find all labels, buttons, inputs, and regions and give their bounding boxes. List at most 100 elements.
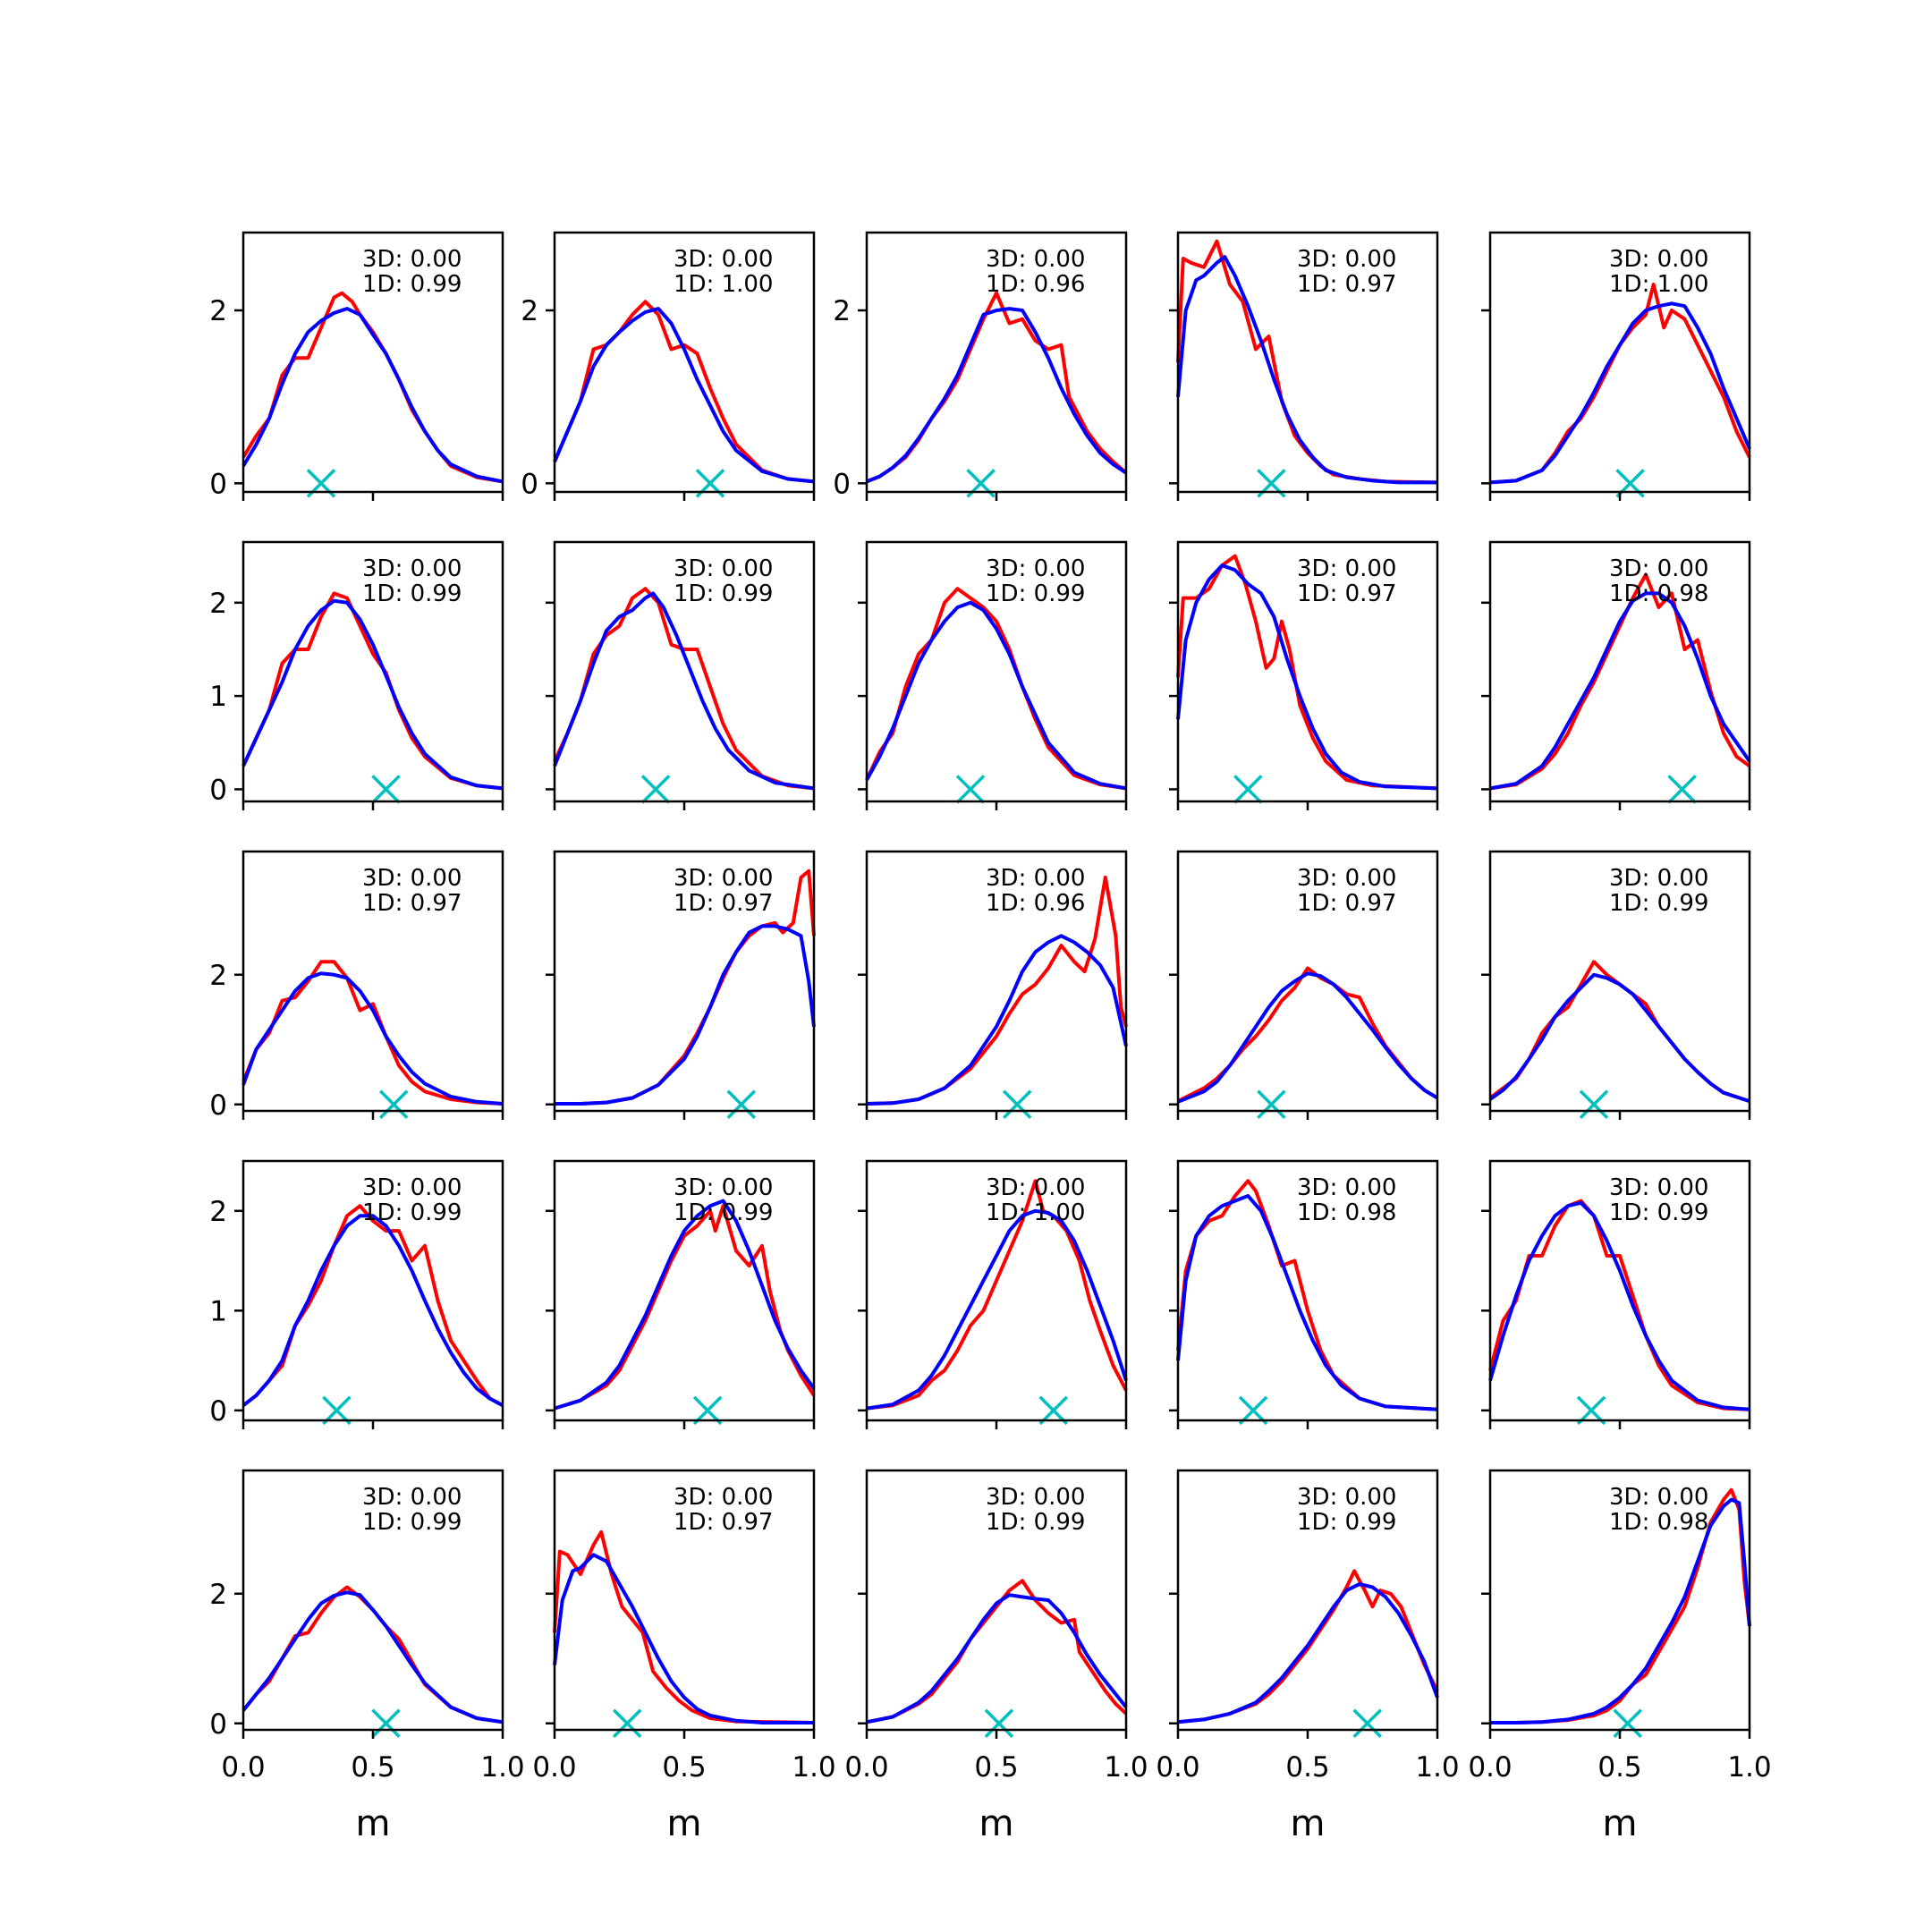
- score-annotation: 1D: 0.99: [986, 580, 1085, 607]
- x-tick-label: 0.5: [1597, 1751, 1641, 1784]
- x-axis-label: m: [1291, 1803, 1326, 1844]
- score-annotation: 1D: 0.97: [362, 890, 462, 917]
- series-blue-line: [1176, 1194, 1438, 1411]
- series-red-line: [242, 1204, 504, 1408]
- x-tick-label: 0.5: [974, 1751, 1018, 1784]
- x-tick-label: 0.5: [662, 1751, 706, 1784]
- truth-marker: [612, 1708, 642, 1738]
- series-red-line: [866, 1579, 1128, 1724]
- truth-marker: [1002, 1089, 1032, 1119]
- series-red-line: [242, 591, 504, 791]
- truth-marker: [1233, 775, 1263, 804]
- x-axis-label: m: [1603, 1803, 1638, 1844]
- score-annotation: 1D: 0.99: [986, 1509, 1085, 1536]
- score-annotation: 1D: 0.97: [674, 1509, 773, 1536]
- y-tick-label: 2: [209, 295, 227, 327]
- series-red-line: [553, 1530, 815, 1724]
- series-blue-line: [1177, 971, 1439, 1104]
- y-tick-label: 0: [209, 1708, 227, 1741]
- y-tick-label: 0: [209, 468, 227, 500]
- y-tick-label: 2: [209, 1579, 227, 1611]
- series-blue-line: [554, 1199, 816, 1411]
- truth-marker: [1613, 1708, 1642, 1738]
- score-annotation: 3D: 0.00: [986, 865, 1085, 892]
- x-axis-label: m: [979, 1803, 1014, 1844]
- score-annotation: 3D: 0.00: [986, 246, 1085, 273]
- y-tick-label: 2: [209, 960, 227, 992]
- x-tick-label: 0.0: [844, 1751, 888, 1784]
- score-annotation: 1D: 0.99: [674, 580, 773, 607]
- series-blue-line: [866, 934, 1128, 1106]
- series-red-line: [866, 1179, 1128, 1411]
- series-blue-line: [1489, 591, 1751, 791]
- x-tick-label: 1.0: [480, 1751, 524, 1784]
- score-annotation: 3D: 0.00: [986, 1484, 1085, 1511]
- series-red-line: [242, 960, 504, 1106]
- score-annotation: 3D: 0.00: [362, 1174, 462, 1201]
- score-annotation: 3D: 0.00: [674, 555, 773, 582]
- series-blue-line: [242, 1214, 504, 1408]
- truth-marker: [1352, 1708, 1382, 1738]
- y-tick-label: 2: [521, 295, 538, 327]
- y-tick-label: 2: [209, 588, 227, 620]
- score-annotation: 1D: 0.99: [1297, 1509, 1396, 1536]
- score-annotation: 1D: 0.99: [362, 1509, 462, 1536]
- y-tick-label: 1: [209, 681, 227, 713]
- series-red-line: [1176, 554, 1438, 791]
- series-blue-line: [866, 307, 1128, 484]
- truth-marker: [955, 775, 986, 804]
- x-tick-label: 0.0: [532, 1751, 576, 1784]
- x-tick-label: 0.0: [1468, 1751, 1512, 1784]
- truth-marker: [378, 1089, 409, 1119]
- score-annotation: 3D: 0.00: [674, 246, 773, 273]
- x-tick-label: 1.0: [1415, 1751, 1459, 1784]
- x-tick-label: 0.0: [1156, 1751, 1199, 1784]
- score-annotation: 3D: 0.00: [362, 555, 462, 582]
- score-annotation: 1D: 0.98: [1609, 580, 1708, 607]
- series-blue-line: [1176, 564, 1438, 791]
- score-annotation: 3D: 0.00: [362, 865, 462, 892]
- y-tick-label: 0: [833, 468, 851, 500]
- y-tick-label: 1: [209, 1295, 227, 1327]
- x-tick-label: 1.0: [1727, 1751, 1771, 1784]
- score-annotation: 1D: 0.96: [986, 271, 1085, 298]
- score-annotation: 3D: 0.00: [1609, 555, 1708, 582]
- score-annotation: 1D: 0.99: [1609, 890, 1708, 917]
- series-blue-line: [1490, 1497, 1751, 1724]
- x-tick-label: 0.0: [221, 1751, 265, 1784]
- truth-marker: [640, 775, 671, 804]
- y-tick-label: 2: [833, 295, 851, 327]
- y-tick-label: 0: [209, 1395, 227, 1428]
- series-blue-line: [866, 1208, 1128, 1411]
- truth-marker: [371, 1708, 401, 1738]
- score-annotation: 3D: 0.00: [674, 865, 773, 892]
- series-blue-line: [242, 598, 504, 791]
- score-annotation: 1D: 1.00: [986, 1199, 1085, 1226]
- truth-marker: [1257, 1089, 1286, 1119]
- score-annotation: 3D: 0.00: [1297, 555, 1396, 582]
- score-annotation: 1D: 0.99: [1609, 1199, 1708, 1226]
- series-blue-line: [865, 600, 1127, 791]
- score-annotation: 1D: 0.99: [362, 1199, 462, 1226]
- score-annotation: 1D: 0.96: [986, 890, 1085, 917]
- truth-marker: [1667, 775, 1697, 804]
- x-tick-label: 0.5: [351, 1751, 394, 1784]
- series-blue-line: [1176, 255, 1437, 485]
- score-annotation: 3D: 0.00: [674, 1484, 773, 1511]
- score-annotation: 1D: 0.99: [674, 1199, 773, 1226]
- series-blue-line: [1489, 301, 1751, 485]
- score-annotation: 3D: 0.00: [1609, 246, 1708, 273]
